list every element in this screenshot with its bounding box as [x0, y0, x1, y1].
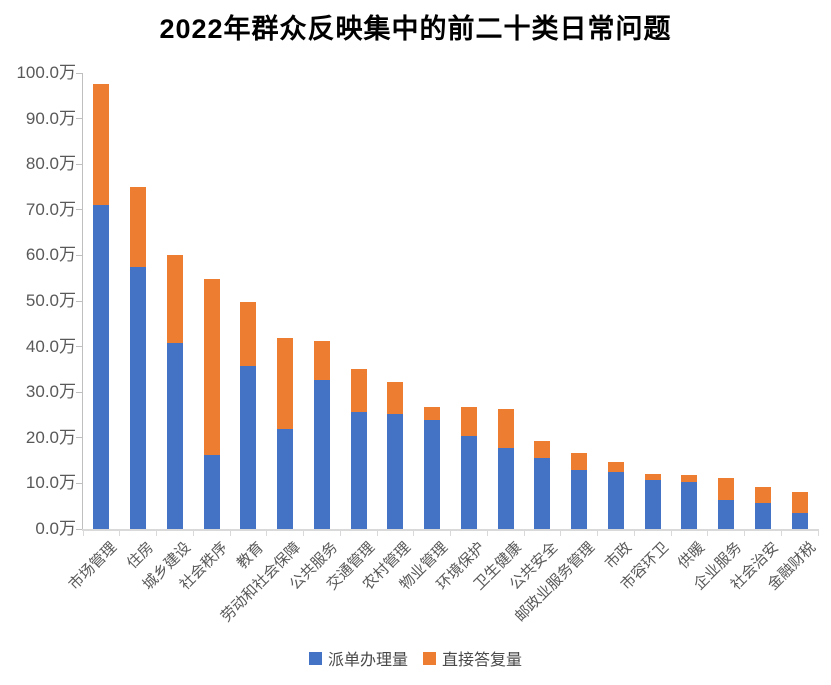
plot-area [76, 72, 819, 536]
y-axis-tick-label: 90.0万 [25, 108, 76, 128]
x-axis-tick [192, 529, 194, 536]
bar-segment-direct-reply [93, 84, 110, 206]
y-axis-tick [76, 391, 82, 393]
legend-swatch-direct-reply [423, 651, 436, 665]
x-axis-tick [156, 529, 157, 536]
bar-segment-dispatched [681, 481, 698, 529]
bar-segment-direct-reply [166, 254, 183, 344]
bar-segment-dispatched [93, 205, 110, 529]
bar-segment-dispatched [644, 479, 661, 529]
bar-segment-direct-reply [681, 474, 698, 482]
bar-segment-dispatched [277, 428, 294, 529]
y-axis-tick [76, 482, 82, 484]
y-axis-tick-label: 100.0万 [16, 63, 76, 82]
bar-segment-direct-reply [718, 478, 735, 501]
y-axis-tick-label: 40.0万 [25, 336, 76, 356]
legend-swatch-dispatched [308, 651, 322, 665]
bar-segment-direct-reply [350, 369, 367, 413]
legend-label-direct-reply: 直接答复量 [442, 652, 523, 669]
x-axis-tick [670, 529, 672, 536]
y-axis-tick [76, 118, 82, 120]
y-axis-tick [76, 72, 82, 74]
x-axis-tick [707, 529, 709, 536]
bar-segment-direct-reply [460, 407, 477, 436]
x-axis-label: 市场管理 [65, 539, 121, 594]
x-axis-tick [119, 529, 121, 536]
x-axis-tick [303, 529, 304, 536]
bar-segment-direct-reply [424, 406, 441, 420]
bar-segment-dispatched [460, 435, 477, 529]
bar-segment-dispatched [424, 419, 441, 529]
bar-segment-direct-reply [497, 408, 514, 448]
bar-segment-direct-reply [313, 341, 330, 381]
bar-segment-dispatched [607, 472, 624, 529]
y-axis-tick-label: 10.0万 [25, 473, 76, 493]
x-axis-tick [339, 529, 341, 536]
x-axis-tick [229, 529, 231, 536]
y-axis-line [82, 73, 83, 529]
y-axis-tick-label: 70.0万 [25, 199, 76, 219]
bar-segment-direct-reply [534, 440, 551, 458]
legend-item-direct-reply: 直接答复量 [423, 646, 522, 670]
y-axis-tick [76, 300, 82, 302]
bar-segment-direct-reply [203, 278, 220, 455]
bar-segment-direct-reply [754, 486, 771, 503]
legend-label-dispatched: 派单办理量 [327, 652, 408, 669]
bar-segment-direct-reply [607, 462, 624, 473]
y-axis-tick [76, 209, 82, 211]
y-axis-tick-label: 80.0万 [25, 154, 76, 174]
legend-item-dispatched: 派单办理量 [308, 646, 408, 670]
x-axis-tick [560, 529, 562, 536]
bar-segment-direct-reply [240, 301, 257, 367]
bar-segment-dispatched [203, 454, 220, 529]
y-axis-tick [76, 254, 82, 256]
bar-segment-dispatched [350, 412, 367, 529]
y-axis-tick [76, 528, 82, 530]
bar-segment-dispatched [497, 447, 514, 529]
bar-segment-dispatched [791, 512, 808, 529]
x-axis-tick [413, 529, 415, 536]
x-axis-tick [266, 529, 268, 536]
x-axis-tick [744, 529, 745, 536]
bar-segment-direct-reply [387, 381, 404, 415]
y-axis-tick [76, 163, 82, 165]
x-axis-tick [523, 529, 525, 536]
x-axis-tick [633, 529, 635, 536]
chart-title: 2022年群众反映集中的前二十类日常问题 [159, 14, 672, 44]
y-axis-tick-label: 20.0万 [25, 427, 76, 447]
bar-segment-direct-reply [571, 452, 588, 471]
bar-segment-dispatched [718, 500, 735, 529]
y-axis-tick-label: 50.0万 [25, 291, 76, 310]
bar-segment-dispatched [130, 266, 147, 529]
x-axis-tick [817, 529, 819, 536]
x-axis-tick [486, 529, 488, 536]
y-axis-tick [76, 437, 82, 439]
x-axis-tick [376, 529, 378, 536]
bar-segment-dispatched [313, 380, 330, 529]
bar-segment-dispatched [534, 457, 551, 529]
bar-segment-direct-reply [130, 187, 147, 267]
bar-segment-direct-reply [644, 474, 661, 480]
bar-segment-direct-reply [791, 492, 808, 513]
bar-segment-dispatched [166, 343, 183, 529]
bar-segment-dispatched [754, 502, 771, 529]
y-axis-tick [76, 346, 82, 348]
y-axis-tick-label: 0.0万 [35, 519, 76, 538]
bar-segment-dispatched [240, 366, 257, 529]
x-axis-tick [780, 529, 782, 536]
legend: 派单办理量 直接答复量 [0, 646, 831, 670]
y-axis-tick-label: 60.0万 [25, 245, 76, 265]
bar-segment-direct-reply [277, 338, 294, 429]
bar-segment-dispatched [571, 470, 588, 529]
x-axis-tick [597, 529, 598, 536]
bar-segment-dispatched [387, 414, 404, 529]
x-axis-tick [82, 529, 84, 536]
y-axis-tick-label: 30.0万 [25, 382, 76, 402]
x-axis-tick [450, 529, 451, 536]
